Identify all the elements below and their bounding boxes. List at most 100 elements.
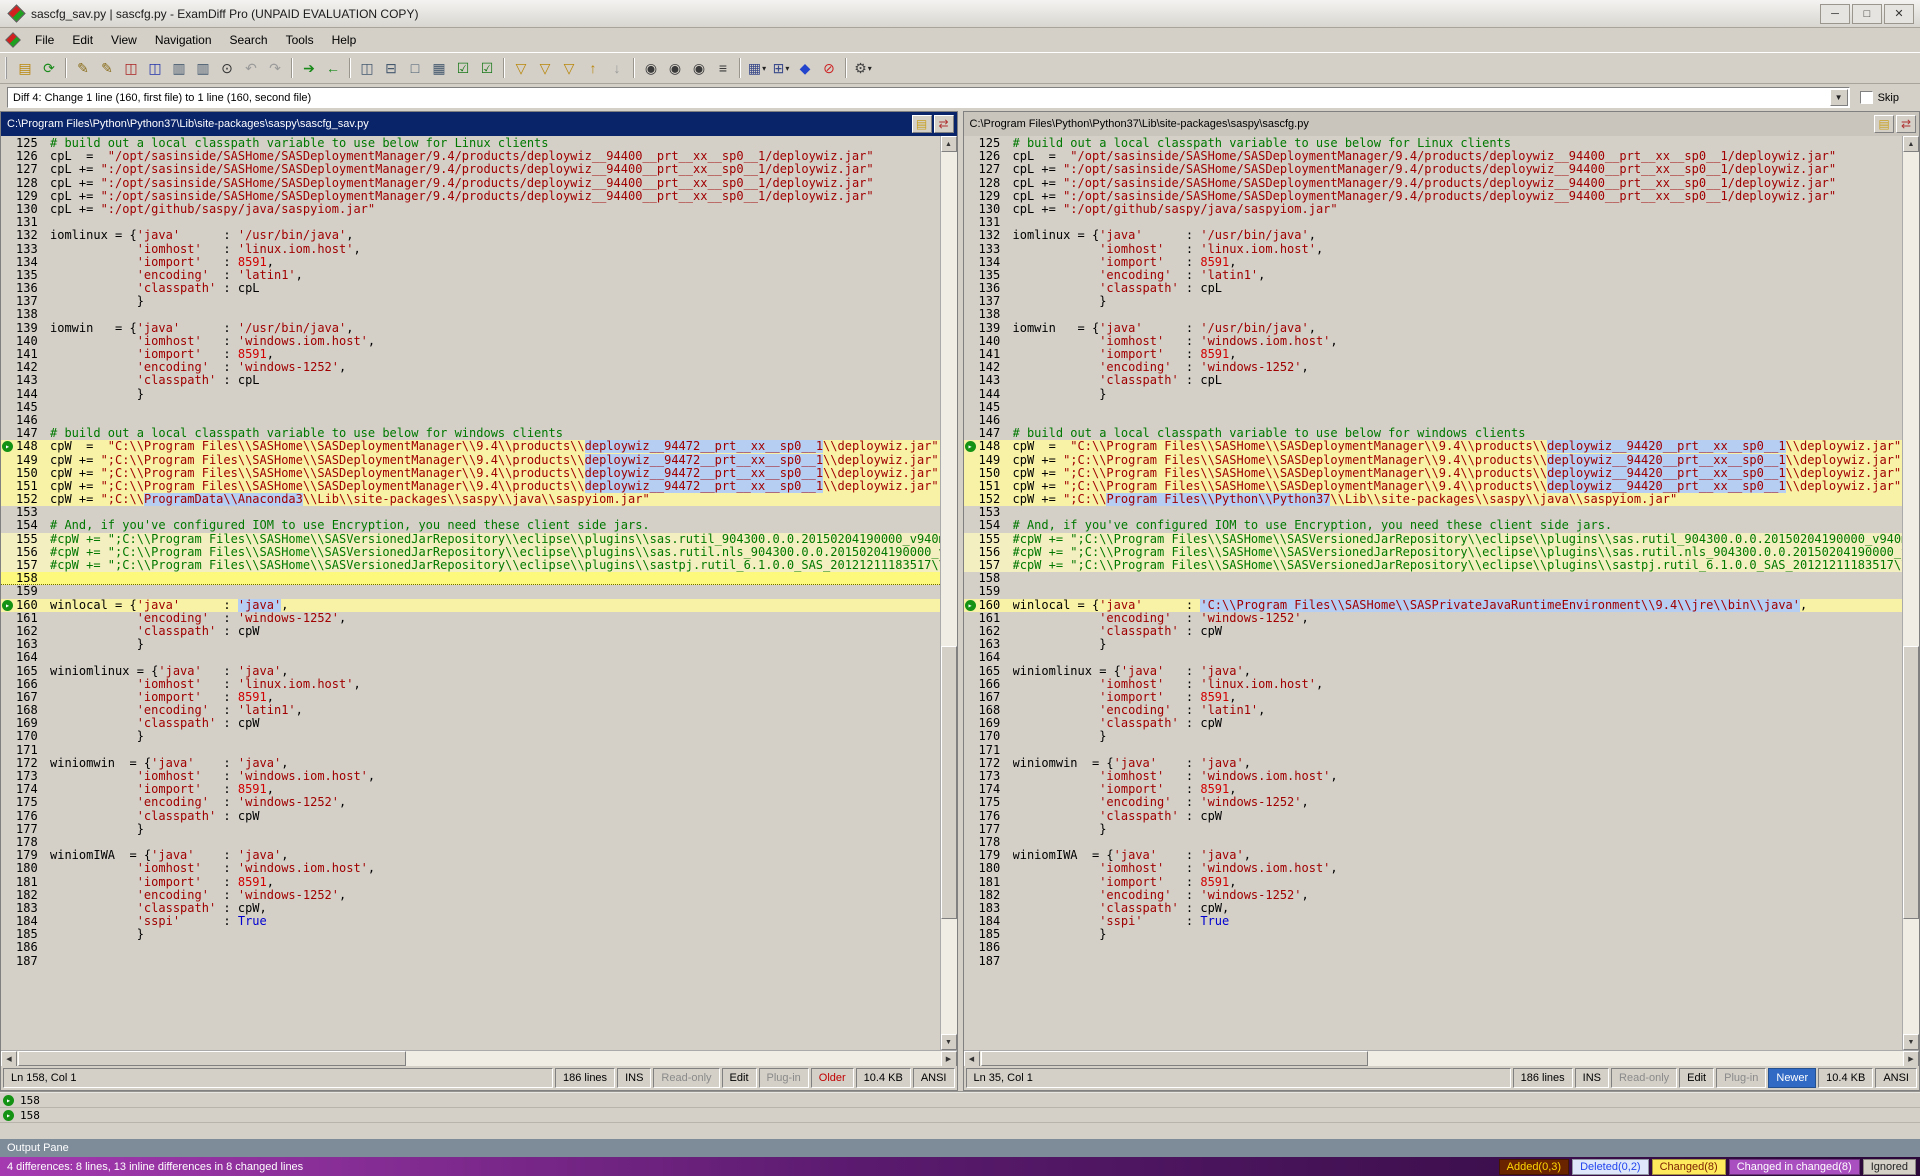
filter-identical-icon[interactable]: ▽ xyxy=(557,56,581,80)
code-line[interactable]: 152cpW += ";C:\\Program Files\\Python\\P… xyxy=(964,493,1903,506)
maximize-button[interactable]: □ xyxy=(1852,4,1882,24)
redo-icon[interactable]: ↷ xyxy=(263,56,287,80)
code-line[interactable]: 151cpW += ";C:\\Program Files\\SASHome\\… xyxy=(964,480,1903,493)
code-line[interactable]: ▸160winlocal = {'java' : 'java', xyxy=(1,599,940,612)
code-line[interactable]: 156#cpW += ";C:\\Program Files\\SASHome\… xyxy=(1,546,940,559)
code-line[interactable]: 141 'iomport' : 8591, xyxy=(1,348,940,361)
code-line[interactable]: 186 xyxy=(964,941,1903,954)
code-line[interactable]: 127cpL += ":/opt/sasinside/SASHome/SASDe… xyxy=(1,163,940,176)
scrollbar-thumb[interactable] xyxy=(981,1051,1369,1066)
code-line[interactable]: 187 xyxy=(1,955,940,968)
diff-dropdown-button[interactable]: ▼ xyxy=(1830,89,1848,106)
code-line[interactable]: 125# build out a local classpath variabl… xyxy=(964,137,1903,150)
code-line[interactable]: 173 'iomhost' : 'windows.iom.host', xyxy=(1,770,940,783)
code-line[interactable]: 138 xyxy=(964,308,1903,321)
scroll-down-button[interactable]: ▼ xyxy=(1903,1034,1919,1050)
code-line[interactable]: 166 'iomhost' : 'linux.iom.host', xyxy=(1,678,940,691)
code-line[interactable]: 152cpW += ";C:\\ProgramData\\Anaconda3\\… xyxy=(1,493,940,506)
swap-files-icon[interactable]: ⇄ xyxy=(1896,115,1916,133)
code-line[interactable]: 178 xyxy=(964,836,1903,849)
code-line[interactable]: 147# build out a local classpath variabl… xyxy=(964,427,1903,440)
code-line[interactable]: 157#cpW += ";C:\\Program Files\\SASHome\… xyxy=(964,559,1903,572)
code-line[interactable]: 179winiomIWA = {'java' : 'java', xyxy=(964,849,1903,862)
code-line[interactable]: 141 'iomport' : 8591, xyxy=(964,348,1903,361)
code-line[interactable]: 167 'iomport' : 8591, xyxy=(964,691,1903,704)
code-line[interactable]: 134 'iomport' : 8591, xyxy=(1,256,940,269)
code-line[interactable]: 135 'encoding' : 'latin1', xyxy=(964,269,1903,282)
code-line[interactable]: 131 xyxy=(964,216,1903,229)
code-line[interactable]: 145 xyxy=(964,401,1903,414)
sync-scroll-icon[interactable]: ☑ xyxy=(451,56,475,80)
code-line[interactable]: 137 } xyxy=(964,295,1903,308)
code-line[interactable]: 177 } xyxy=(1,823,940,836)
code-line[interactable]: ▸148cpW = "C:\\Program Files\\SASHome\\S… xyxy=(964,440,1903,453)
code-line[interactable]: ▸160winlocal = {'java' : 'C:\\Program Fi… xyxy=(964,599,1903,612)
code-line[interactable]: 127cpL += ":/opt/sasinside/SASHome/SASDe… xyxy=(964,163,1903,176)
code-line[interactable]: 164 xyxy=(964,651,1903,664)
code-line[interactable]: 146 xyxy=(1,414,940,427)
menu-tools[interactable]: Tools xyxy=(277,30,323,50)
left-horizontal-scrollbar[interactable]: ◀ ▶ xyxy=(1,1050,957,1066)
code-line[interactable]: 153 xyxy=(1,506,940,519)
scroll-track[interactable] xyxy=(1903,152,1919,1034)
search-icon[interactable]: ⊙ xyxy=(215,56,239,80)
code-line[interactable]: 177 } xyxy=(964,823,1903,836)
code-line[interactable]: 136 'classpath' : cpL xyxy=(964,282,1903,295)
scroll-track[interactable] xyxy=(17,1051,941,1066)
right-vertical-scrollbar[interactable]: ▲ ▼ xyxy=(1902,136,1919,1050)
diff-selector[interactable]: Diff 4: Change 1 line (160, first file) … xyxy=(7,87,1850,108)
code-line[interactable]: 163 } xyxy=(964,638,1903,651)
code-line[interactable]: 142 'encoding' : 'windows-1252', xyxy=(1,361,940,374)
code-line[interactable]: 133 'iomhost' : 'linux.iom.host', xyxy=(1,243,940,256)
code-line[interactable]: 167 'iomport' : 8591, xyxy=(1,691,940,704)
print-preview-icon[interactable]: ▥ xyxy=(191,56,215,80)
code-line[interactable]: 172winiomwin = {'java' : 'java', xyxy=(1,757,940,770)
code-line[interactable]: 154# And, if you've configured IOM to us… xyxy=(1,519,940,532)
code-line[interactable]: 143 'classpath' : cpL xyxy=(964,374,1903,387)
left-vertical-scrollbar[interactable]: ▲ ▼ xyxy=(940,136,957,1050)
code-line[interactable]: 161 'encoding' : 'windows-1252', xyxy=(964,612,1903,625)
scroll-track[interactable] xyxy=(941,152,957,1034)
scroll-down-button[interactable]: ▼ xyxy=(941,1034,957,1050)
code-line[interactable]: 174 'iomport' : 8591, xyxy=(964,783,1903,796)
code-line[interactable]: 173 'iomhost' : 'windows.iom.host', xyxy=(964,770,1903,783)
menu-file[interactable]: File xyxy=(26,30,63,50)
code-line[interactable]: 169 'classpath' : cpW xyxy=(1,717,940,730)
toolbar-grip[interactable] xyxy=(5,57,9,79)
swap-files-icon[interactable]: ⇄ xyxy=(934,115,954,133)
output-row[interactable]: ▸158 xyxy=(0,1108,1920,1123)
code-line[interactable]: 136 'classpath' : cpL xyxy=(1,282,940,295)
print-icon[interactable]: ▥ xyxy=(167,56,191,80)
code-line[interactable]: 165winiomlinux = {'java' : 'java', xyxy=(1,665,940,678)
scroll-up-button[interactable]: ▲ xyxy=(941,136,957,152)
code-line[interactable]: 174 'iomport' : 8591, xyxy=(1,783,940,796)
code-line[interactable]: 157#cpW += ";C:\\Program Files\\SASHome\… xyxy=(1,559,940,572)
code-line[interactable]: 162 'classpath' : cpW xyxy=(1,625,940,638)
code-line[interactable]: 176 'classpath' : cpW xyxy=(964,810,1903,823)
code-line[interactable]: 140 'iomhost' : 'windows.iom.host', xyxy=(1,335,940,348)
code-line[interactable]: 125# build out a local classpath variabl… xyxy=(1,137,940,150)
code-line[interactable]: 172winiomwin = {'java' : 'java', xyxy=(964,757,1903,770)
scroll-right-button[interactable]: ▶ xyxy=(1903,1051,1919,1067)
code-line[interactable]: 166 'iomhost' : 'linux.iom.host', xyxy=(964,678,1903,691)
recompare-icon[interactable]: ⟳ xyxy=(37,56,61,80)
code-line[interactable]: ▸148cpW = "C:\\Program Files\\SASHome\\S… xyxy=(1,440,940,453)
code-line[interactable]: 126cpL = "/opt/sasinside/SASHome/SASDepl… xyxy=(964,150,1903,163)
code-line[interactable]: 163 } xyxy=(1,638,940,651)
code-line[interactable]: 185 } xyxy=(1,928,940,941)
code-line[interactable]: 158 xyxy=(1,572,940,585)
scroll-left-button[interactable]: ◀ xyxy=(1,1051,17,1067)
code-line[interactable]: 128cpL += ":/opt/sasinside/SASHome/SASDe… xyxy=(964,177,1903,190)
code-line[interactable]: 129cpL += ":/opt/sasinside/SASHome/SASDe… xyxy=(964,190,1903,203)
code-line[interactable]: 150cpW += ";C:\\Program Files\\SASHome\\… xyxy=(964,467,1903,480)
code-line[interactable]: 180 'iomhost' : 'windows.iom.host', xyxy=(1,862,940,875)
right-horizontal-scrollbar[interactable]: ◀ ▶ xyxy=(964,1050,1920,1066)
code-line[interactable]: 165winiomlinux = {'java' : 'java', xyxy=(964,665,1903,678)
code-line[interactable]: 138 xyxy=(1,308,940,321)
compare-files-icon[interactable]: ▤ xyxy=(13,56,37,80)
code-line[interactable]: 181 'iomport' : 8591, xyxy=(1,876,940,889)
code-line[interactable]: 169 'classpath' : cpW xyxy=(964,717,1903,730)
save-second-file-icon[interactable]: ◫ xyxy=(143,56,167,80)
filter-all-icon[interactable]: ▽ xyxy=(509,56,533,80)
code-line[interactable]: 178 xyxy=(1,836,940,849)
